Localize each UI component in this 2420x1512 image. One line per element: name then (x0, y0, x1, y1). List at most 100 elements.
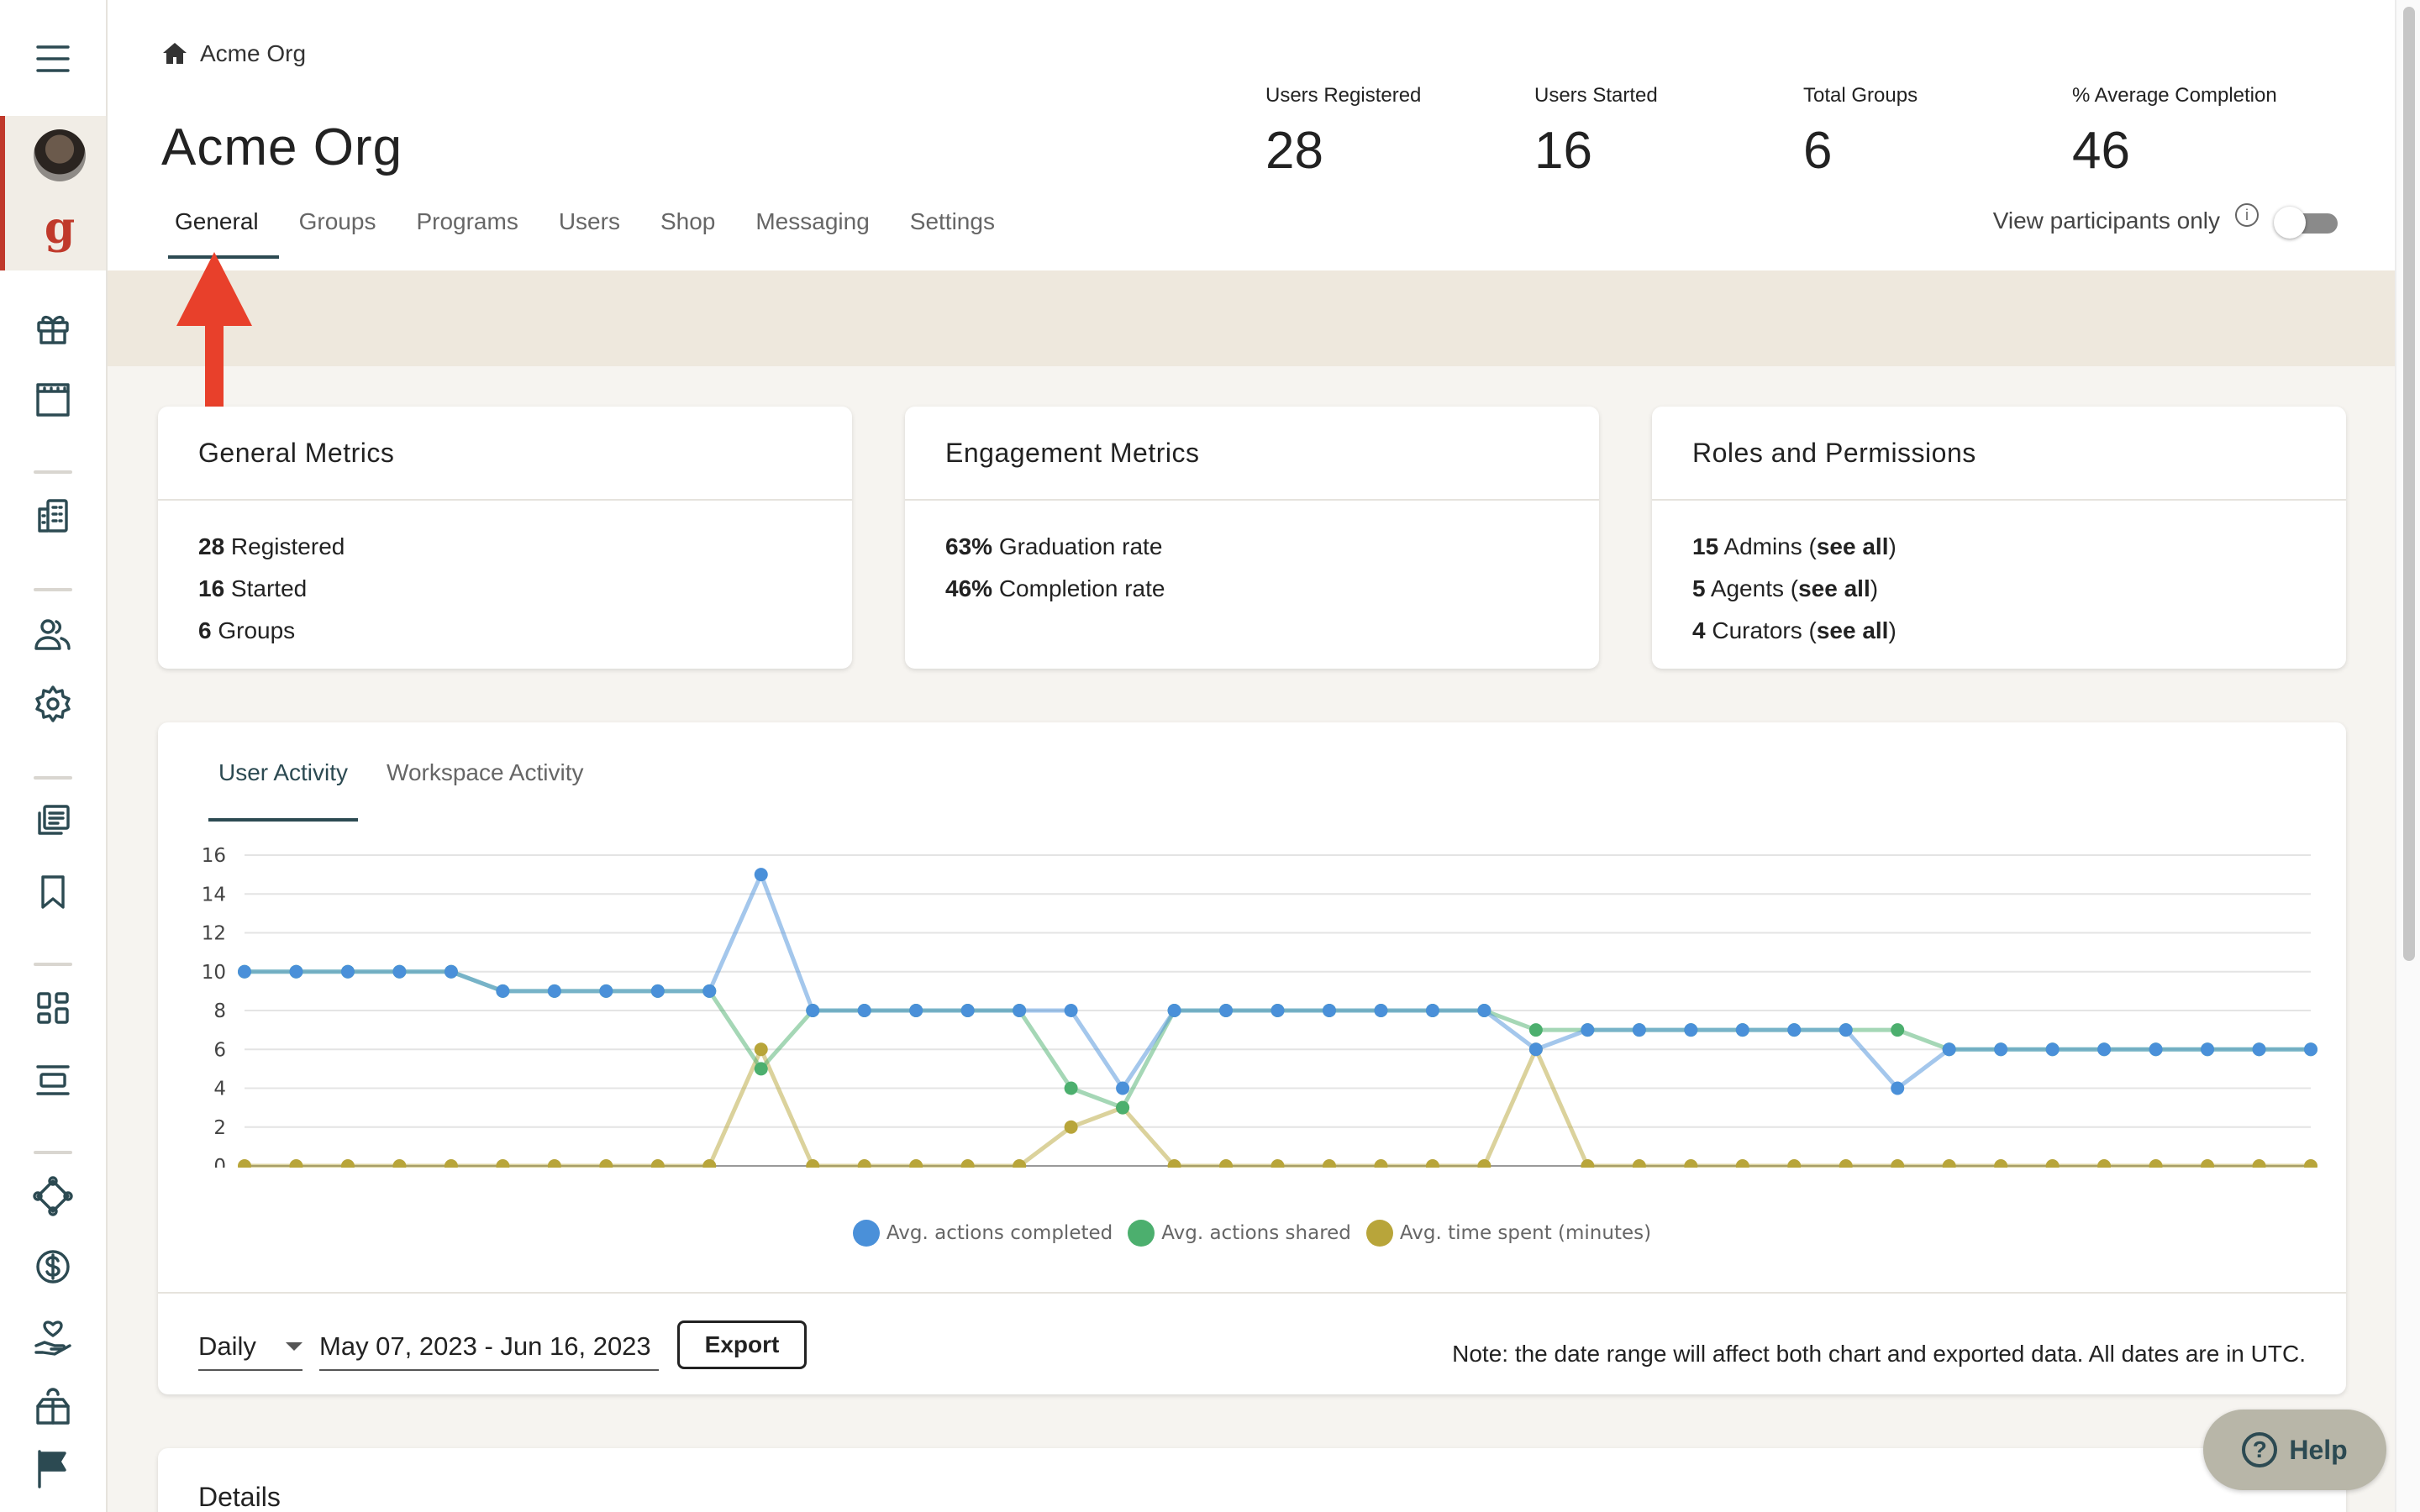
stat-label: Users Started (1534, 84, 1658, 107)
page-title: Acme Org (161, 118, 403, 176)
legend-item[interactable]: Avg. time spent (minutes) (1365, 1220, 1651, 1247)
data-point (1735, 1023, 1749, 1037)
sidebar-divider (34, 776, 72, 780)
tab-general[interactable]: General (168, 208, 279, 259)
data-point (1942, 1159, 1956, 1168)
breadcrumb-label[interactable]: Acme Org (200, 40, 307, 66)
data-point (1116, 1081, 1130, 1095)
tab-groups[interactable]: Groups (298, 208, 376, 234)
sidebar-item-integrations[interactable] (0, 1173, 106, 1220)
data-point (599, 1159, 613, 1168)
data-point (1632, 1023, 1646, 1037)
data-point (960, 1159, 975, 1168)
data-point (392, 1159, 407, 1168)
data-point (2149, 1042, 2163, 1057)
metric-label: Curators ( (1705, 617, 1817, 643)
data-point (1322, 1159, 1336, 1168)
metric-row: 63% Graduation rate (945, 526, 1559, 568)
scrollbar-thumb[interactable] (2403, 7, 2415, 961)
stat-users-started: Users Started 16 (1534, 84, 1803, 181)
tab-settings[interactable]: Settings (909, 208, 995, 234)
metric-number: 28 (198, 533, 225, 559)
data-point (1116, 1100, 1130, 1115)
sidebar-divider (34, 588, 72, 591)
data-point (806, 1004, 820, 1017)
data-point (1839, 1159, 1853, 1168)
data-point (754, 868, 768, 882)
data-point (496, 1159, 510, 1168)
view-participants-toggle[interactable] (2274, 207, 2339, 239)
data-point (702, 984, 717, 998)
data-point (1787, 1159, 1802, 1168)
see-all-admins-link[interactable]: see all (1816, 533, 1889, 559)
tab-messaging[interactable]: Messaging (755, 208, 870, 234)
sidebar-item-calendar[interactable] (0, 376, 106, 423)
sidebar-divider (34, 470, 72, 474)
roles-permissions-card: Roles and Permissions 15 Admins (see all… (1652, 407, 2346, 669)
tab-workspace-activity[interactable]: Workspace Activity (387, 759, 584, 785)
data-point (1064, 1004, 1078, 1017)
see-all-curators-link[interactable]: see all (1816, 617, 1889, 643)
legend-item[interactable]: Avg. actions shared (1128, 1220, 1351, 1247)
tab-users[interactable]: Users (558, 208, 620, 234)
data-point (1684, 1159, 1698, 1168)
y-tick-label: 0 (213, 1156, 226, 1168)
breadcrumb[interactable]: Acme Org (161, 40, 306, 67)
org-switcher[interactable]: g (0, 116, 106, 270)
view-participants-control: View participants only i (1993, 203, 2339, 239)
data-point (857, 1159, 871, 1168)
legend-item[interactable]: Avg. actions completed (852, 1220, 1113, 1247)
metric-label: Started (224, 575, 308, 601)
home-icon (163, 43, 187, 64)
stat-label: Users Registered (1265, 84, 1422, 107)
tab-shop[interactable]: Shop (660, 208, 716, 234)
date-range-input[interactable]: May 07, 2023 - Jun 16, 2023 (319, 1324, 659, 1371)
sidebar-item-billing[interactable] (0, 1243, 106, 1290)
metric-label: Completion rate (992, 575, 1165, 601)
data-point (289, 1159, 303, 1168)
export-button[interactable]: Export (677, 1320, 807, 1369)
sidebar-item-store[interactable] (0, 1384, 106, 1431)
activity-chart-card: User Activity Workspace Activity 0 2 4 6 8 10… (158, 722, 2346, 1394)
metric-number: 4 (1692, 617, 1706, 643)
data-point (1167, 1004, 1181, 1017)
tab-programs[interactable]: Programs (416, 208, 518, 234)
gear-icon (35, 685, 71, 722)
sidebar-item-bookmarks[interactable] (0, 869, 106, 916)
sidebar-item-rewards[interactable] (0, 304, 106, 351)
card-title: Roles and Permissions (1652, 407, 2346, 501)
metric-row: 46% Completion rate (945, 568, 1559, 610)
tab-user-activity[interactable]: User Activity (208, 753, 359, 822)
data-point (1839, 1023, 1853, 1037)
avatar[interactable] (34, 129, 86, 181)
sidebar-item-dashboard[interactable] (0, 984, 106, 1032)
help-button[interactable]: ? Help (2203, 1410, 2386, 1490)
metric-label-tail: ) (1888, 533, 1897, 559)
sidebar-item-library[interactable] (0, 798, 106, 845)
sidebar-item-settings[interactable] (0, 680, 106, 727)
data-point (909, 1159, 923, 1168)
y-tick-label: 10 (202, 962, 226, 984)
sidebar-item-users[interactable] (0, 612, 106, 659)
sidebar-item-layout[interactable] (0, 1057, 106, 1104)
sidebar-item-organization[interactable] (0, 492, 106, 539)
legend-dot-icon (852, 1220, 880, 1247)
info-icon[interactable]: i (2235, 203, 2259, 227)
scrollbar[interactable] (2395, 0, 2420, 1512)
data-point (2201, 1159, 2215, 1168)
sidebar-item-giving[interactable] (0, 1314, 106, 1361)
data-point (1891, 1081, 1905, 1095)
see-all-agents-link[interactable]: see all (1798, 575, 1870, 601)
data-point (1219, 1159, 1234, 1168)
data-point (1684, 1023, 1698, 1037)
data-point (1167, 1159, 1181, 1168)
org-logo-icon[interactable]: g (44, 202, 76, 254)
sidebar-item-reports[interactable] (0, 1445, 106, 1492)
menu-button[interactable] (0, 37, 106, 81)
period-select[interactable]: Daily (198, 1324, 302, 1371)
stat-label: Total Groups (1803, 84, 1918, 107)
data-point (909, 1004, 923, 1017)
metric-number: 6 (198, 617, 212, 643)
y-tick-label: 6 (213, 1039, 226, 1061)
data-point (2149, 1159, 2163, 1168)
